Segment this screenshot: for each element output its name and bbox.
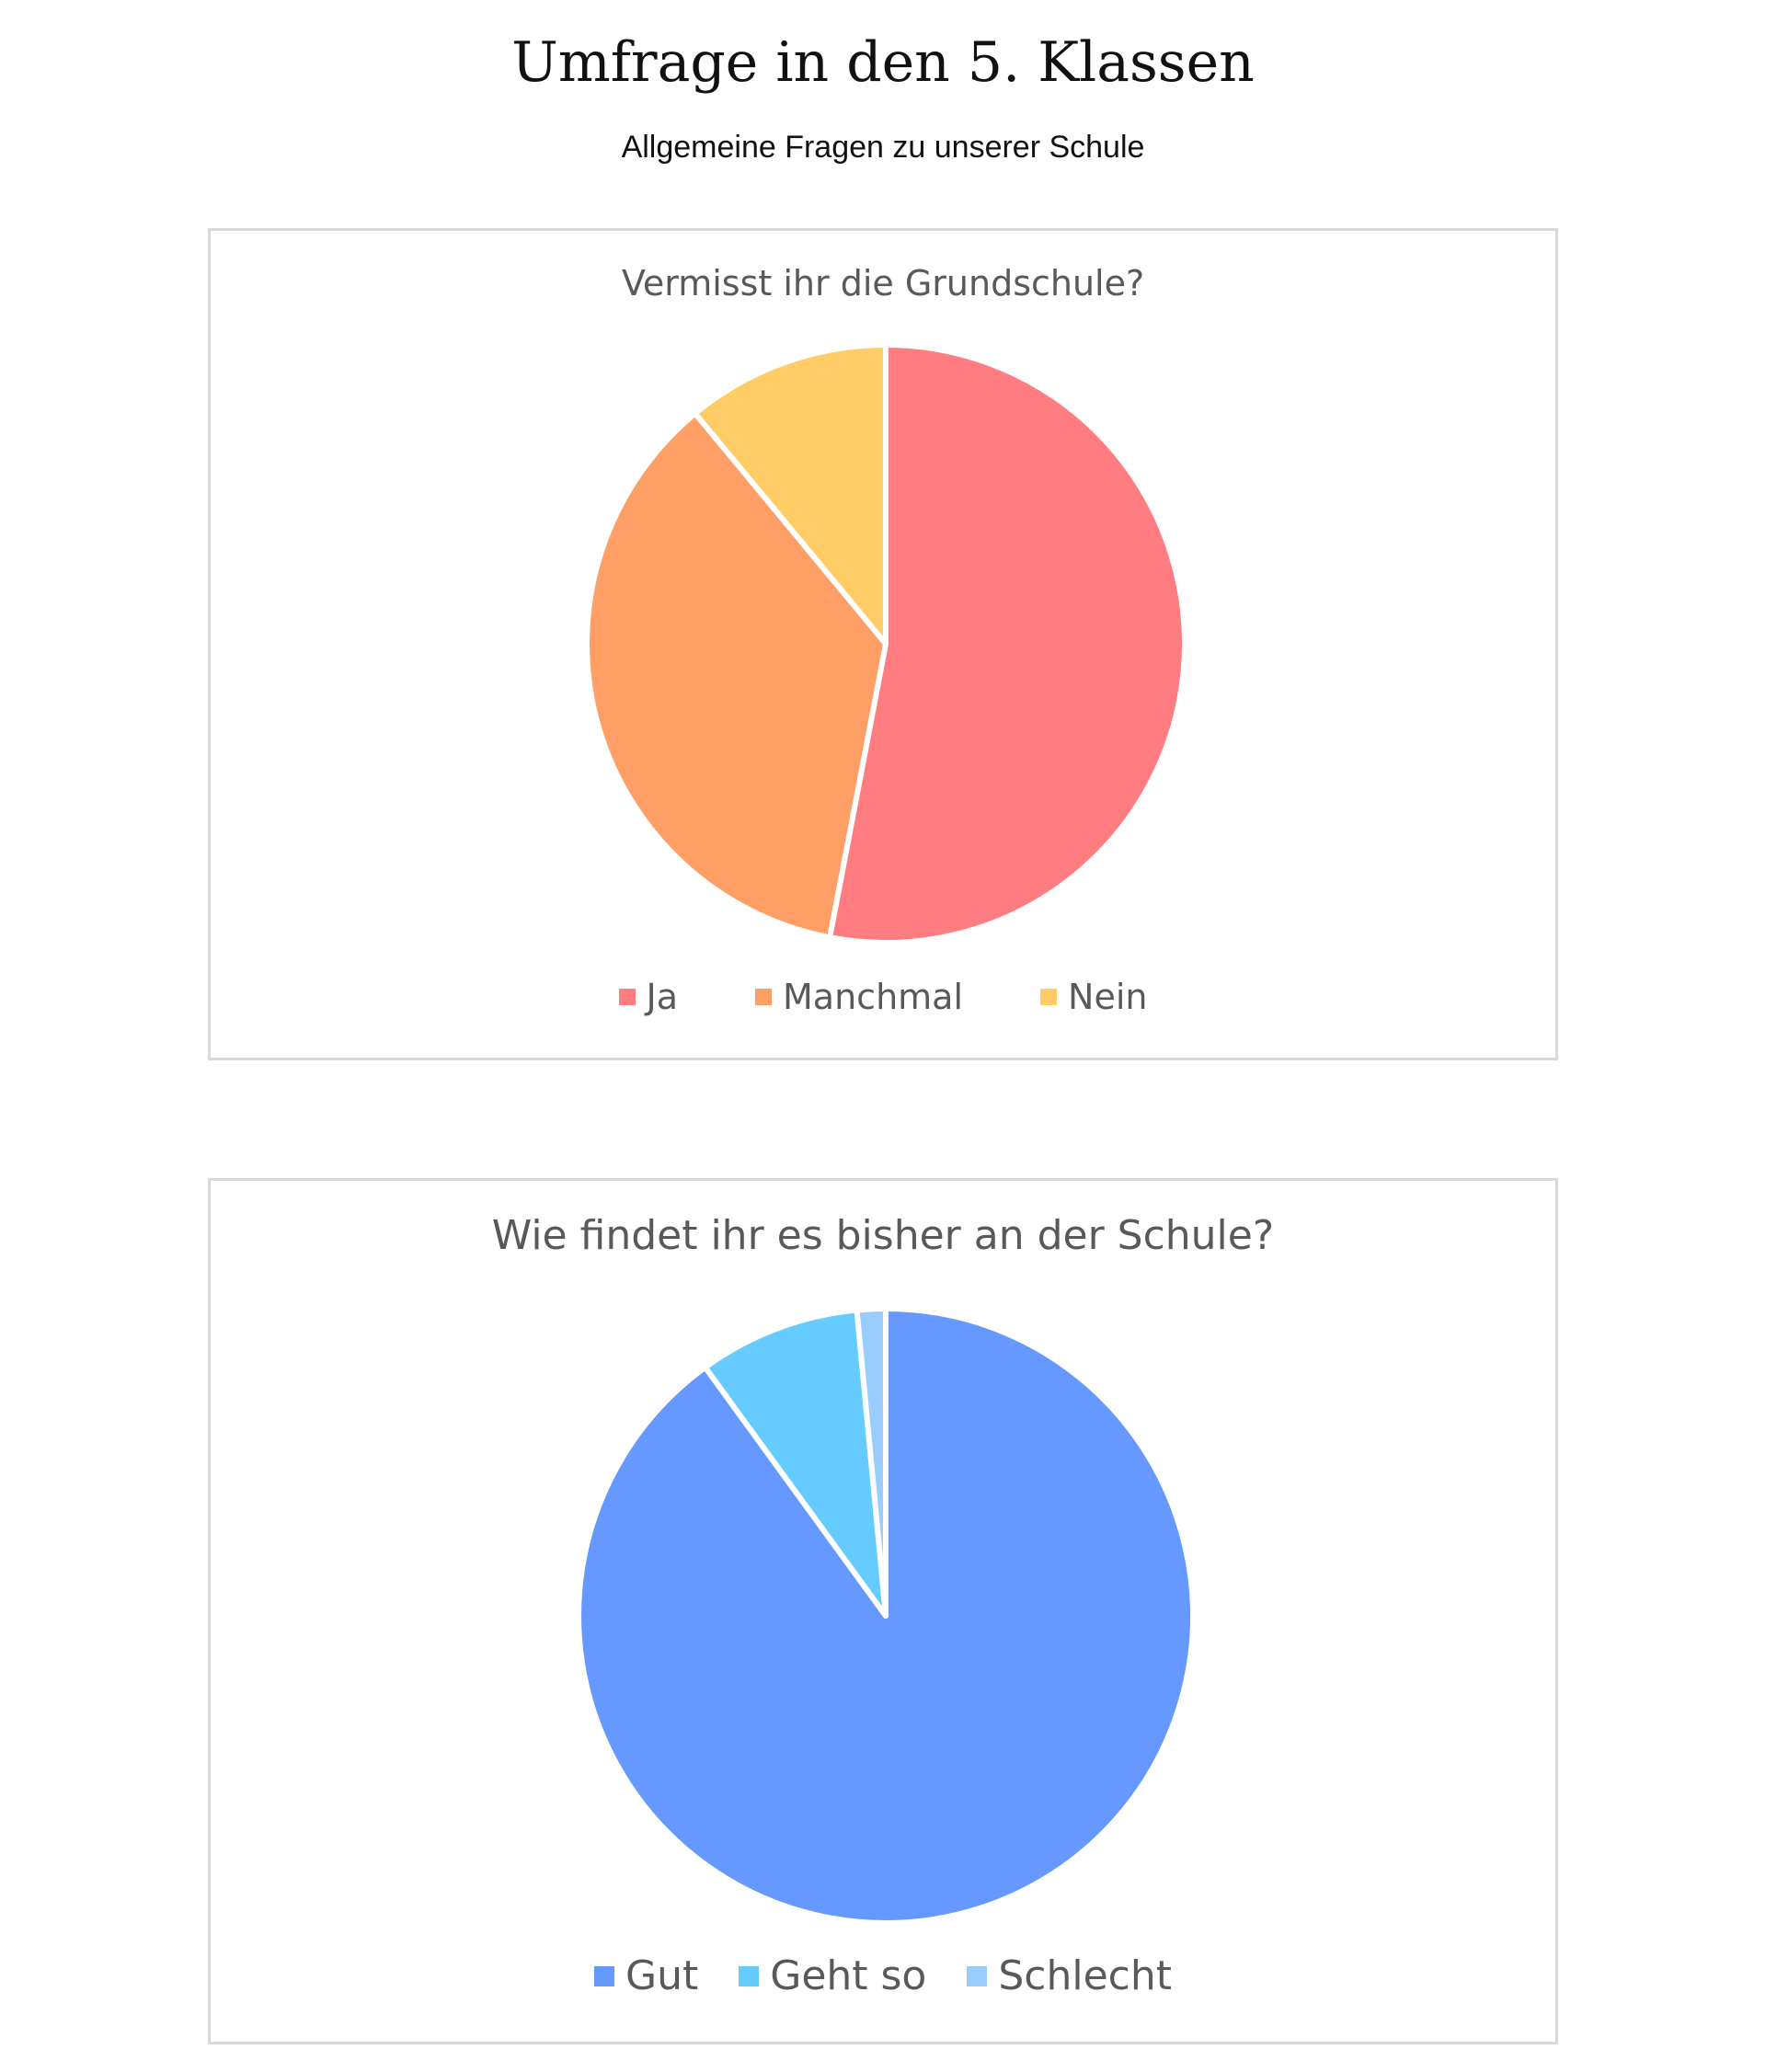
chart-legend: Gut Geht so Schlecht <box>211 1951 1555 2002</box>
legend-swatch-manchmal <box>755 989 773 1005</box>
legend-item-ja: Ja <box>618 974 679 1020</box>
legend-label-gut: Gut <box>625 1952 699 1999</box>
legend-swatch-schlecht <box>967 1966 988 1986</box>
chart-title: Vermisst ihr die Grundschule? <box>621 263 1145 303</box>
legend-item-schlecht: Schlecht <box>967 1951 1172 2002</box>
page-subtitle: Allgemeine Fragen zu unserer Schule <box>621 130 1145 165</box>
pie-slice-schlecht <box>854 1306 889 1619</box>
pie-slice-nein <box>692 342 889 647</box>
pie-chart-grundschule <box>584 342 1187 945</box>
legend-swatch-ja <box>618 989 636 1005</box>
chart-card-grundschule: Vermisst ihr die Grundschule? Ja Manchma… <box>208 228 1558 1060</box>
legend-item-geht-so: Geht so <box>739 1951 926 2002</box>
legend-swatch-geht-so <box>739 1966 760 1986</box>
legend-label-manchmal: Manchmal <box>783 977 964 1017</box>
chart-card-schule: Wie findet ihr es bisher an der Schule? … <box>208 1178 1558 2044</box>
legend-label-nein: Nein <box>1068 977 1148 1017</box>
chart-legend: Ja Manchmal Nein <box>211 974 1555 1020</box>
legend-item-manchmal: Manchmal <box>755 974 963 1020</box>
legend-label-ja: Ja <box>646 977 679 1017</box>
legend-label-schlecht: Schlecht <box>998 1952 1172 1999</box>
pie-chart-schule <box>576 1306 1196 1926</box>
legend-label-geht-so: Geht so <box>770 1952 927 1999</box>
pie-slice-manchmal <box>584 410 889 941</box>
pie-slice-gut <box>576 1306 1196 1926</box>
legend-item-gut: Gut <box>593 1951 699 2002</box>
legend-swatch-gut <box>593 1966 614 1986</box>
pie-slice-geht-so <box>702 1307 889 1619</box>
legend-item-nein: Nein <box>1040 974 1147 1020</box>
chart-title: Wie findet ihr es bisher an der Schule? <box>491 1212 1275 1259</box>
legend-swatch-nein <box>1040 989 1058 1005</box>
pie-slice-ja <box>827 342 1187 945</box>
page-title: Umfrage in den 5. Klassen <box>511 30 1255 95</box>
